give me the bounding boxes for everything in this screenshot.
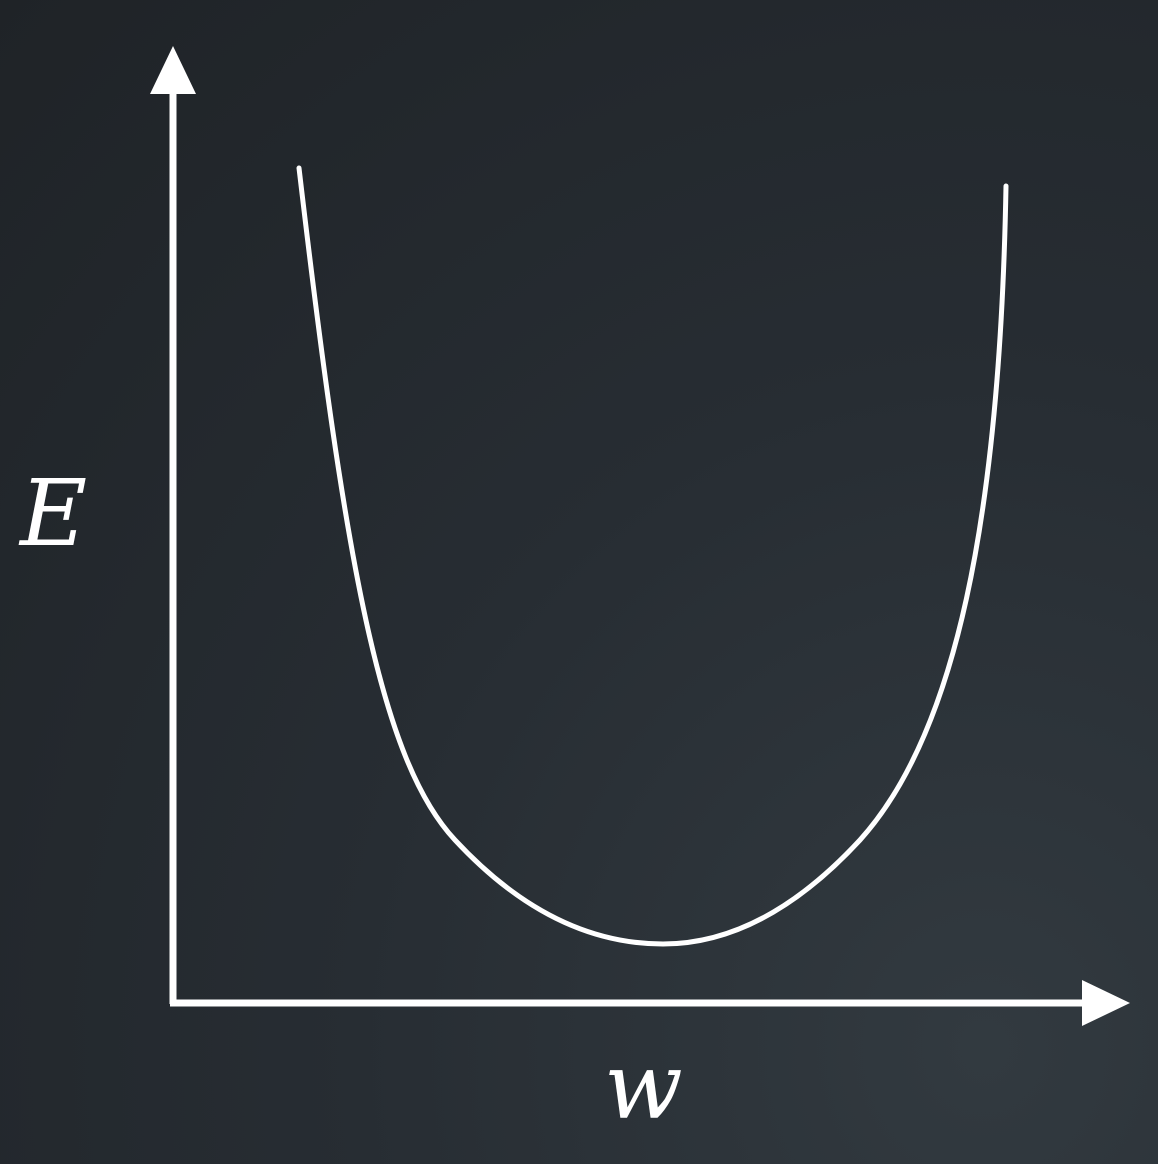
error-curve: [296, 165, 1009, 947]
x-axis-label: w: [604, 1033, 683, 1140]
x-axis-arrow-icon: [1082, 980, 1130, 1026]
y-axis-arrow-icon: [150, 46, 196, 94]
y-axis-label: E: [18, 460, 87, 567]
